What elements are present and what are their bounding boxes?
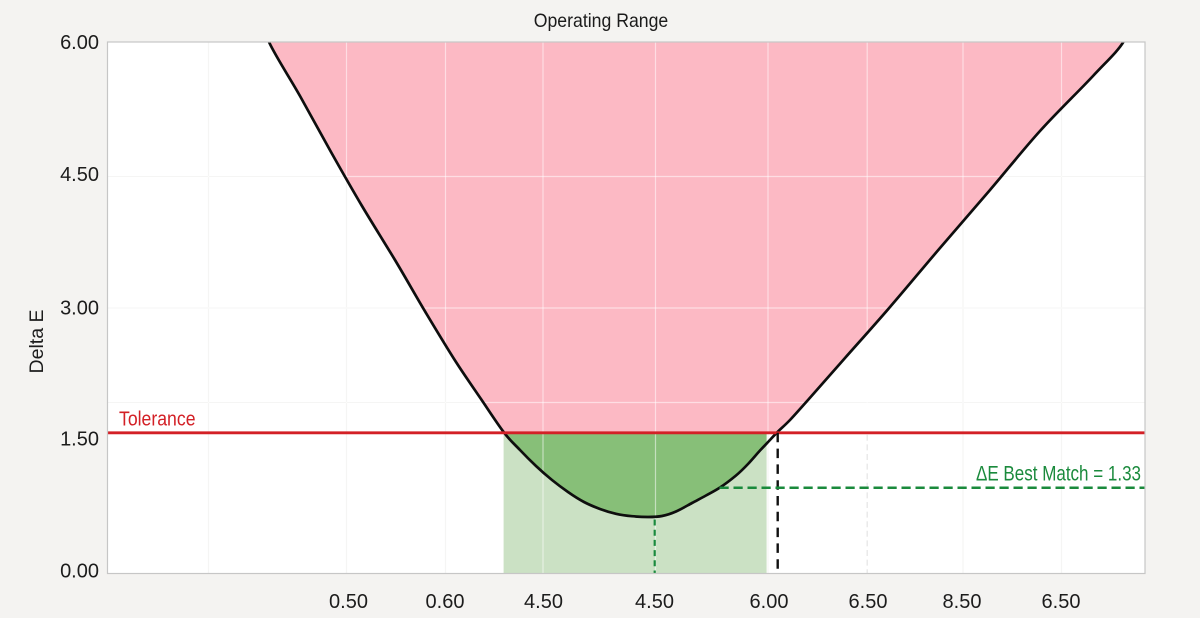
svg-text:4.50: 4.50 (635, 591, 674, 613)
svg-text:6.50: 6.50 (1042, 591, 1081, 613)
svg-text:6.00: 6.00 (60, 32, 99, 54)
svg-text:Operating Range: Operating Range (534, 10, 669, 32)
svg-text:0.00: 0.00 (60, 561, 99, 583)
svg-text:1.50: 1.50 (60, 429, 99, 451)
svg-text:8.50: 8.50 (943, 591, 982, 613)
svg-text:Tolerance: Tolerance (119, 409, 196, 431)
svg-text:6.00: 6.00 (750, 591, 789, 613)
svg-text:6.50: 6.50 (849, 591, 888, 613)
svg-text:Delta E: Delta E (26, 310, 48, 374)
svg-text:0.50: 0.50 (329, 591, 368, 613)
svg-text:4.50: 4.50 (60, 164, 99, 186)
svg-text:4.50: 4.50 (524, 591, 563, 613)
svg-text:0.60: 0.60 (426, 591, 465, 613)
svg-text:3.00: 3.00 (60, 298, 99, 320)
svg-text:ΔE Best Match = 1.33: ΔE Best Match = 1.33 (976, 463, 1141, 486)
